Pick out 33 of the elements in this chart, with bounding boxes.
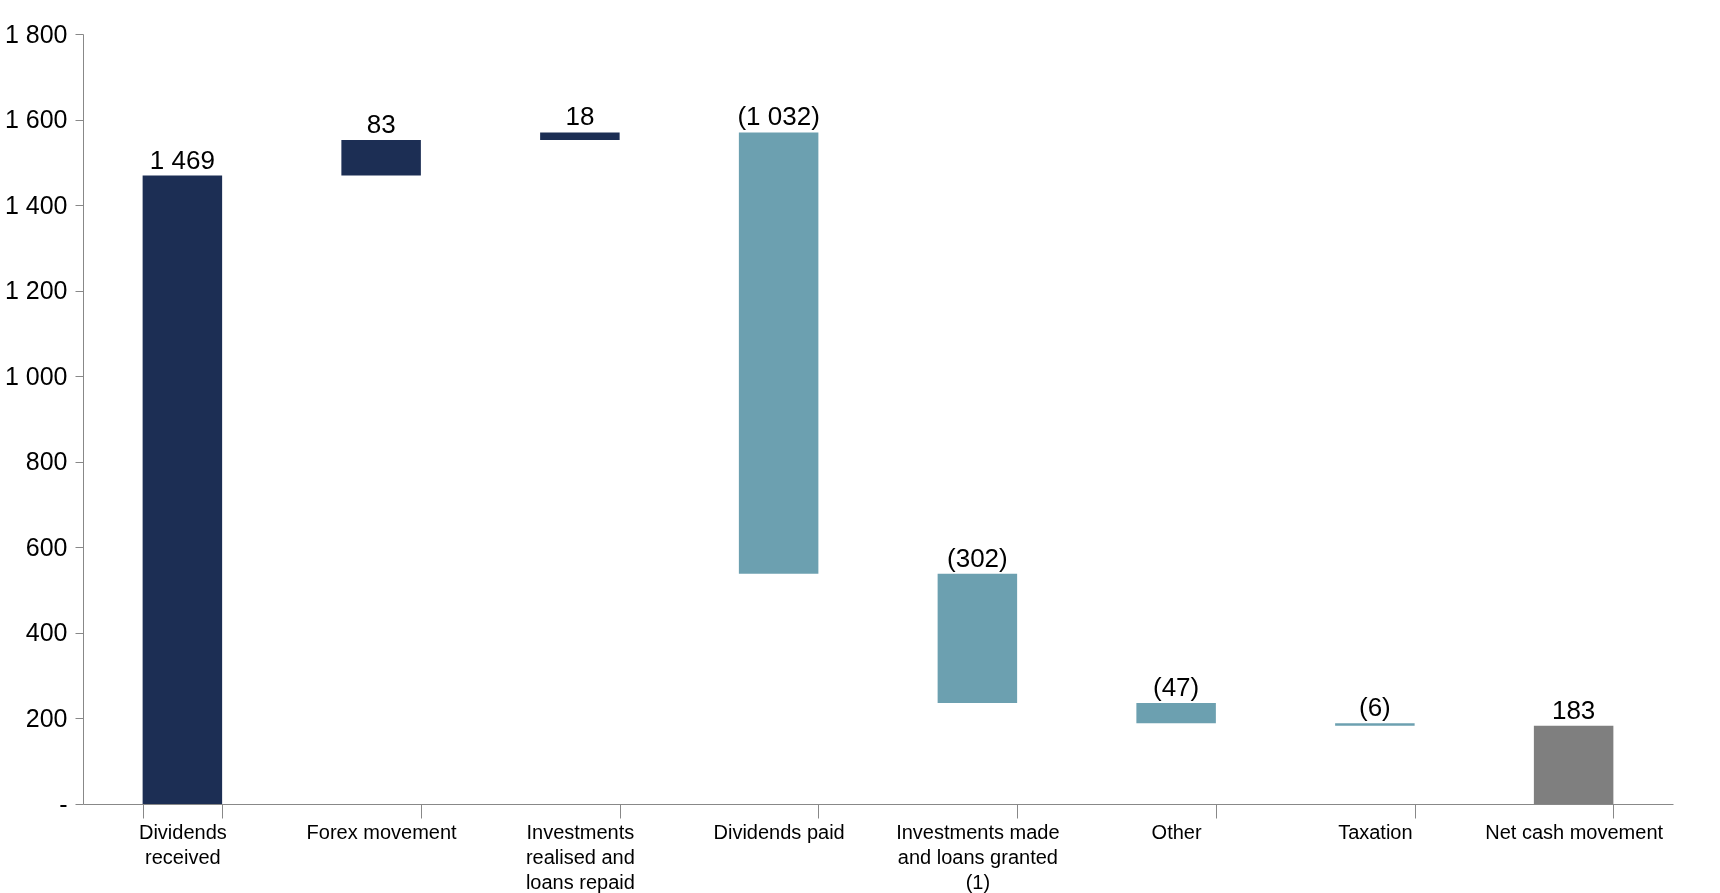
x-tick-label: Dividends paid <box>713 820 845 843</box>
bar <box>738 132 819 574</box>
data-label: 1 469 <box>149 144 215 175</box>
x-tick-label: Other <box>1151 820 1202 843</box>
data-label: 83 <box>366 109 396 140</box>
bar <box>1335 723 1415 726</box>
data-label: (302) <box>947 542 1008 573</box>
bar <box>341 140 421 176</box>
y-tick-label: 1 000 <box>4 361 68 390</box>
y-tick-label: 200 <box>25 703 68 732</box>
data-label: (6) <box>1358 692 1391 723</box>
bar <box>1136 703 1216 724</box>
y-tick-label: 1 800 <box>4 19 68 48</box>
bar <box>142 175 223 804</box>
data-label: (47) <box>1153 672 1200 703</box>
bar <box>937 573 1018 704</box>
bar <box>540 132 620 141</box>
x-tick-label: Investments realised and loans repaid <box>525 820 635 893</box>
data-label: 18 <box>565 101 595 132</box>
y-tick-label: 1 400 <box>4 190 68 219</box>
y-tick-label: 400 <box>25 618 68 647</box>
x-tick-label: Dividends received <box>138 820 227 868</box>
x-tick-label: Taxation <box>1338 820 1413 843</box>
x-tick-label: Forex movement <box>306 820 458 843</box>
y-tick-label: 1 600 <box>4 105 68 134</box>
x-tick-label: Net cash movement <box>1485 820 1664 843</box>
data-label: (1 032) <box>737 101 820 132</box>
x-tick-label: Investments made and loans granted (1) <box>896 820 1060 893</box>
y-tick-label: 600 <box>25 532 68 561</box>
y-tick-label: - <box>59 789 68 818</box>
y-tick-label: 1 200 <box>4 276 68 305</box>
data-label: 183 <box>1551 694 1596 725</box>
y-tick-label: 800 <box>25 447 68 476</box>
